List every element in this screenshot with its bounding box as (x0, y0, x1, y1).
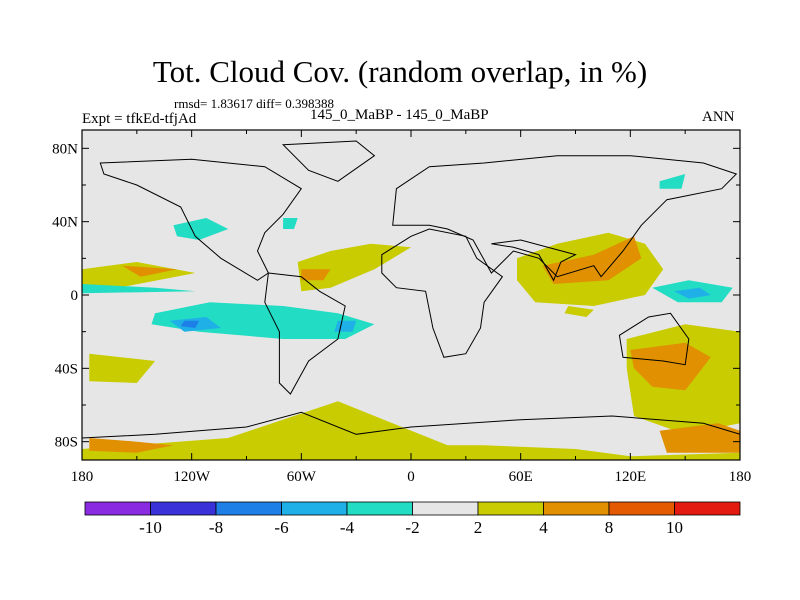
y-tick-label-0: 80N (52, 141, 78, 157)
colorbar-label-8: 10 (666, 518, 683, 537)
colorbar-label-4: -2 (405, 518, 419, 537)
anomaly-region-6 (564, 306, 594, 317)
x-tick-label-0: 180 (71, 469, 94, 485)
colorbar-label-6: 4 (539, 518, 548, 537)
coastline-india-arabia (491, 239, 577, 282)
anomaly-region-13 (82, 284, 196, 294)
anomaly-region-10 (630, 342, 711, 391)
colorbar-box-2 (215, 501, 282, 516)
rmsd-diff-stats: rmsd= 1.83617 diff= 0.398388 (174, 96, 334, 111)
colorbar-box-6 (477, 501, 544, 516)
anomaly-region-4 (297, 243, 411, 292)
x-tick-label-2: 60W (287, 469, 317, 485)
anomaly-region-14 (151, 302, 375, 339)
y-tick-label-1: 40N (52, 215, 78, 231)
colorbar-box-4 (346, 501, 413, 516)
anomaly-region-7 (122, 265, 177, 277)
colorbar-box-7 (543, 501, 610, 516)
colorbar-box-8 (608, 501, 675, 516)
anomaly-region-16 (283, 218, 298, 229)
anomaly-region-8 (301, 269, 331, 281)
anomaly-region-0 (82, 401, 740, 460)
colorbar-label-1: -8 (209, 518, 223, 537)
x-tick-label-5: 120E (614, 469, 646, 485)
anomaly-region-1 (89, 353, 156, 383)
x-tick-label-4: 60E (509, 469, 533, 485)
season-label: ANN (702, 109, 735, 125)
y-tick-label-4: 80S (55, 435, 78, 451)
colorbar: -10 -8 -6 -4 -2 2 4 8 10 (84, 501, 741, 537)
coastline-greenland (281, 140, 376, 182)
y-tick-label-2: 0 (71, 288, 79, 304)
coastline-africa (381, 228, 504, 358)
colorbar-label-0: -10 (139, 518, 162, 537)
anomaly-region-18 (659, 174, 686, 189)
anomaly-region-11 (89, 438, 174, 453)
comparison-label: 145_0_MaBP - 145_0_MaBP (310, 107, 489, 123)
experiment-label: Expt = tfkEd-tfjAd (82, 111, 197, 127)
map-axes: 180 120W 60W 0 60E 120E 180 80N 40N 0 40S 80S (52, 130, 751, 485)
map-plot-area (81, 129, 741, 461)
coastline-australia (618, 312, 690, 366)
anomaly-region-21 (674, 287, 711, 299)
y-tick-label-3: 40S (55, 361, 78, 377)
anomaly-region-22 (180, 320, 199, 328)
colorbar-label-3: -4 (340, 518, 355, 537)
colorbar-box-3 (281, 501, 348, 516)
anomaly-region-9 (542, 236, 642, 284)
colorbar-label-5: 2 (474, 518, 483, 537)
colorbar-label-7: 8 (605, 518, 614, 537)
coastline-eurasia (392, 155, 738, 278)
colorbar-box-5 (412, 501, 479, 516)
x-tick-label-6: 180 (729, 469, 752, 485)
colorbar-label-2: -6 (274, 518, 288, 537)
colorbar-box-1 (150, 501, 217, 516)
x-tick-label-3: 0 (407, 469, 415, 485)
chart-title: Tot. Cloud Cov. (random overlap, in %) (152, 54, 648, 89)
anomaly-region-15 (173, 218, 229, 240)
coastline-south-america (264, 272, 346, 395)
x-tick-label-1: 120W (173, 469, 211, 485)
colorbar-box-0 (84, 501, 151, 516)
anomaly-region-20 (334, 320, 357, 332)
colorbar-box-9 (674, 501, 741, 516)
anomaly-region-12 (659, 423, 740, 453)
